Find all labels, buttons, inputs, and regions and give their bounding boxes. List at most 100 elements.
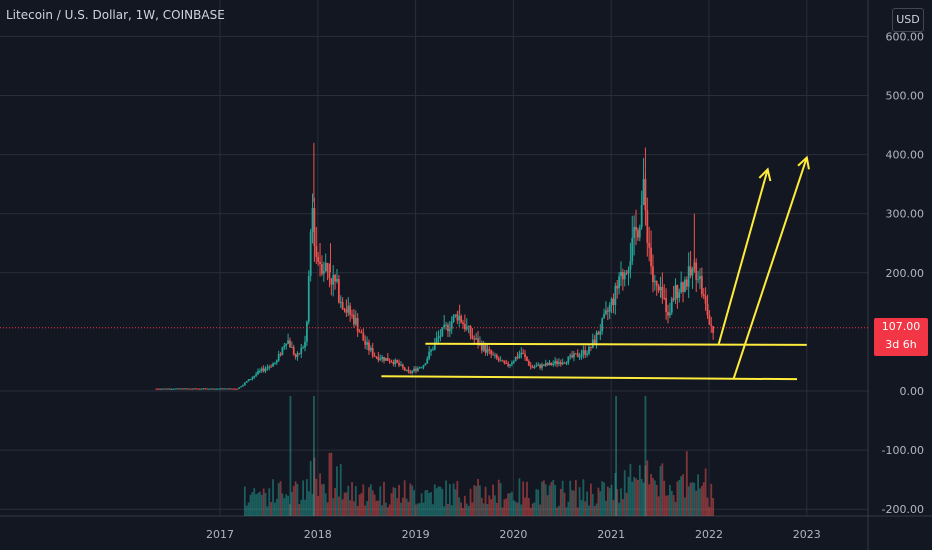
candle-body <box>384 357 387 361</box>
candle-body <box>497 358 500 361</box>
volume-bar <box>319 473 321 516</box>
volume-bar <box>695 490 698 516</box>
candle-body <box>217 388 220 390</box>
candle-body <box>193 388 195 390</box>
volume-bar <box>648 484 651 516</box>
candle-body <box>450 321 453 329</box>
candle-body <box>621 271 624 280</box>
candle-body <box>665 298 668 312</box>
candle-body <box>415 368 417 371</box>
candle-body <box>653 280 656 283</box>
volume-bar <box>462 507 464 516</box>
candle-body <box>166 388 169 390</box>
volume-bar <box>631 481 634 516</box>
candle-body <box>708 315 711 325</box>
volume-bar <box>298 503 301 516</box>
volume-bar <box>247 502 250 516</box>
candle-body <box>548 362 551 366</box>
candle-body <box>195 388 197 390</box>
candle-body <box>230 388 233 390</box>
volume-bar <box>377 500 380 516</box>
candle-body <box>646 210 649 243</box>
volume-bar <box>447 503 449 516</box>
volume-bar <box>245 505 248 516</box>
volume-bar <box>304 499 306 516</box>
candle-body <box>593 339 596 344</box>
candle-body <box>362 333 365 341</box>
volume-bar <box>710 483 713 516</box>
volume-bar <box>450 505 453 516</box>
volume-bar <box>381 505 384 516</box>
volume-bar <box>426 489 429 516</box>
price-axis[interactable]: 600.00 500.00 400.00 300.00 200.00 0.00 -100.0… <box>882 30 924 516</box>
x-tick-label: 2019 <box>402 528 430 541</box>
volume-bar <box>580 500 583 516</box>
candle-body <box>541 364 543 368</box>
candle-body <box>369 348 372 351</box>
volume-bar <box>321 484 323 516</box>
candle-body <box>383 356 385 361</box>
candle-body <box>533 366 536 368</box>
trend-drawings[interactable] <box>381 155 810 381</box>
volume-bar <box>349 500 352 516</box>
volume-bar <box>274 502 276 516</box>
candle-body <box>460 315 463 323</box>
volume-bar <box>616 488 619 516</box>
time-axis[interactable]: 2017 2018 2019 2020 2021 2022 2023 <box>206 528 821 541</box>
candle-body <box>283 345 286 348</box>
candle-body <box>456 314 459 321</box>
candle-body <box>354 318 357 325</box>
volume-bar <box>625 492 628 516</box>
bar-countdown: 3d 6h <box>885 338 917 351</box>
volume-bar <box>326 502 329 516</box>
volume-bar <box>603 482 605 516</box>
volume-bar <box>294 481 297 516</box>
candle-body <box>375 356 378 358</box>
candle-body <box>368 342 370 351</box>
candle-body <box>638 227 641 238</box>
volume-bar <box>420 493 423 516</box>
volume-bar-spike <box>312 396 315 516</box>
candle-body <box>535 365 538 367</box>
candle-body <box>603 314 605 319</box>
candle-body <box>516 357 519 359</box>
candle-body <box>223 388 226 390</box>
volume-bar <box>699 488 701 516</box>
volume-bar <box>471 502 474 516</box>
candle-body <box>409 371 412 373</box>
volume-bar <box>433 484 436 516</box>
candle-body <box>287 340 289 344</box>
candle-body <box>360 332 363 334</box>
volume-bar <box>270 501 273 516</box>
volume-bar <box>670 490 673 516</box>
candle-body <box>554 361 557 364</box>
volume-bar <box>559 488 562 516</box>
candle-body <box>296 353 299 357</box>
candle-body <box>157 388 160 390</box>
volume-bar <box>663 480 666 516</box>
volume-bar <box>573 490 575 516</box>
candle-body <box>317 256 320 262</box>
volume-bar <box>561 480 564 516</box>
candle-body <box>174 388 177 390</box>
candle-body <box>610 298 613 306</box>
volume-bar <box>430 492 432 516</box>
candle-body <box>495 354 498 359</box>
volume-bar <box>691 482 694 516</box>
candle-body <box>424 363 427 366</box>
volume-bar <box>659 465 662 516</box>
volume-bar <box>375 500 378 516</box>
candle-body <box>608 305 611 312</box>
volume-bar <box>354 486 357 516</box>
volume-bar <box>539 504 542 516</box>
arrow-up-2 <box>732 157 808 380</box>
volume-bar <box>469 488 472 516</box>
volume-bar <box>396 498 399 516</box>
currency-button[interactable]: USD <box>892 8 924 32</box>
candle-body <box>640 205 643 228</box>
candle-body <box>435 338 438 343</box>
volume-bar <box>334 487 337 516</box>
last-price-label: 107.00 3d 6h <box>874 318 928 356</box>
